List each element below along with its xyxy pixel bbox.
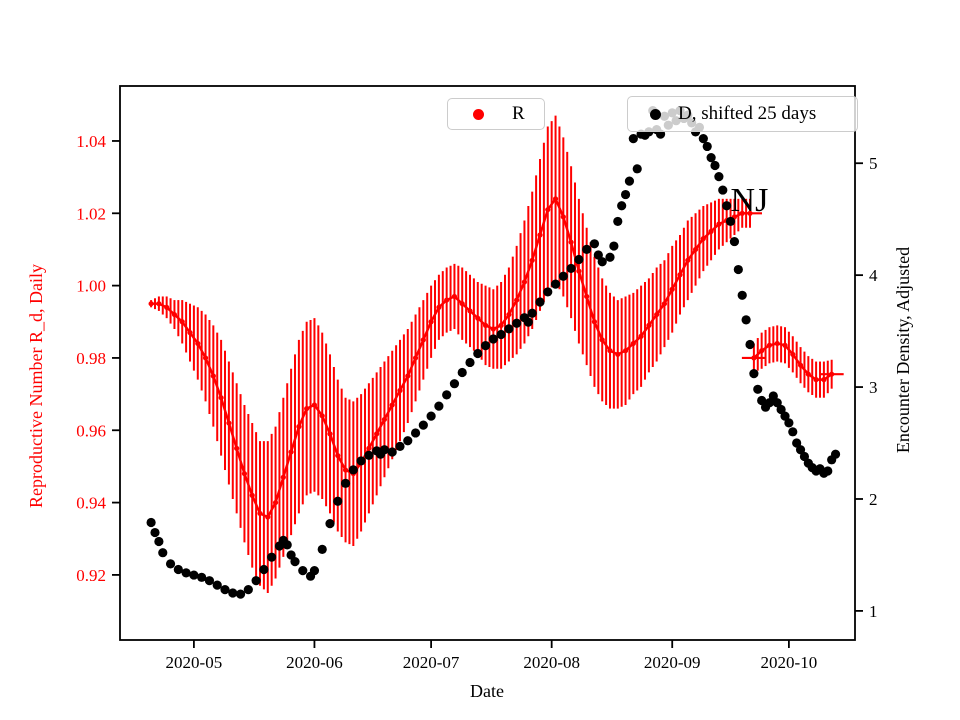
d-legend-label: D, shifted 25 days	[678, 103, 817, 124]
x-tick-label: 2020-06	[286, 653, 343, 672]
x-tick-label: 2020-05	[166, 653, 223, 672]
axis-tick-labels: 2020-05 2020-06 2020-07 2020-08 2020-09 2020-…	[76, 132, 878, 672]
d-legend-marker-icon	[650, 108, 661, 120]
right-y-tick-label: 5	[869, 154, 878, 173]
left-y-axis-label: Reproductive Number R_d, Daily	[26, 264, 46, 508]
left-y-tick-label: 0.96	[76, 421, 106, 440]
x-axis-label: Date	[470, 681, 504, 701]
right-y-tick-label: 4	[869, 266, 878, 285]
left-y-tick-label: 0.92	[76, 566, 106, 585]
right-y-axis-label: Encounter Density, Adjusted	[893, 247, 913, 453]
left-y-tick-label: 1.04	[76, 132, 106, 151]
x-tick-label: 2020-08	[523, 653, 580, 672]
right-y-tick-label: 3	[869, 378, 878, 397]
axis-ticks	[112, 140, 863, 648]
r-legend-marker-icon	[473, 108, 484, 120]
left-y-tick-label: 1.00	[76, 277, 106, 296]
x-tick-label: 2020-10	[761, 653, 818, 672]
legend-d-shifted: D, shifted 25 days	[627, 96, 858, 132]
right-y-tick-label: 2	[869, 490, 878, 509]
x-tick-label: 2020-07	[403, 653, 460, 672]
legend-r: R	[447, 98, 545, 130]
left-y-tick-label: 1.02	[76, 204, 106, 223]
left-y-tick-label: 0.94	[76, 494, 106, 513]
left-y-tick-label: 0.98	[76, 349, 106, 368]
right-y-tick-label: 1	[869, 602, 878, 621]
nj-annotation: NJ	[731, 182, 769, 219]
r-legend-label: R	[512, 103, 525, 124]
plot-frame	[119, 85, 856, 641]
x-tick-label: 2020-09	[644, 653, 701, 672]
